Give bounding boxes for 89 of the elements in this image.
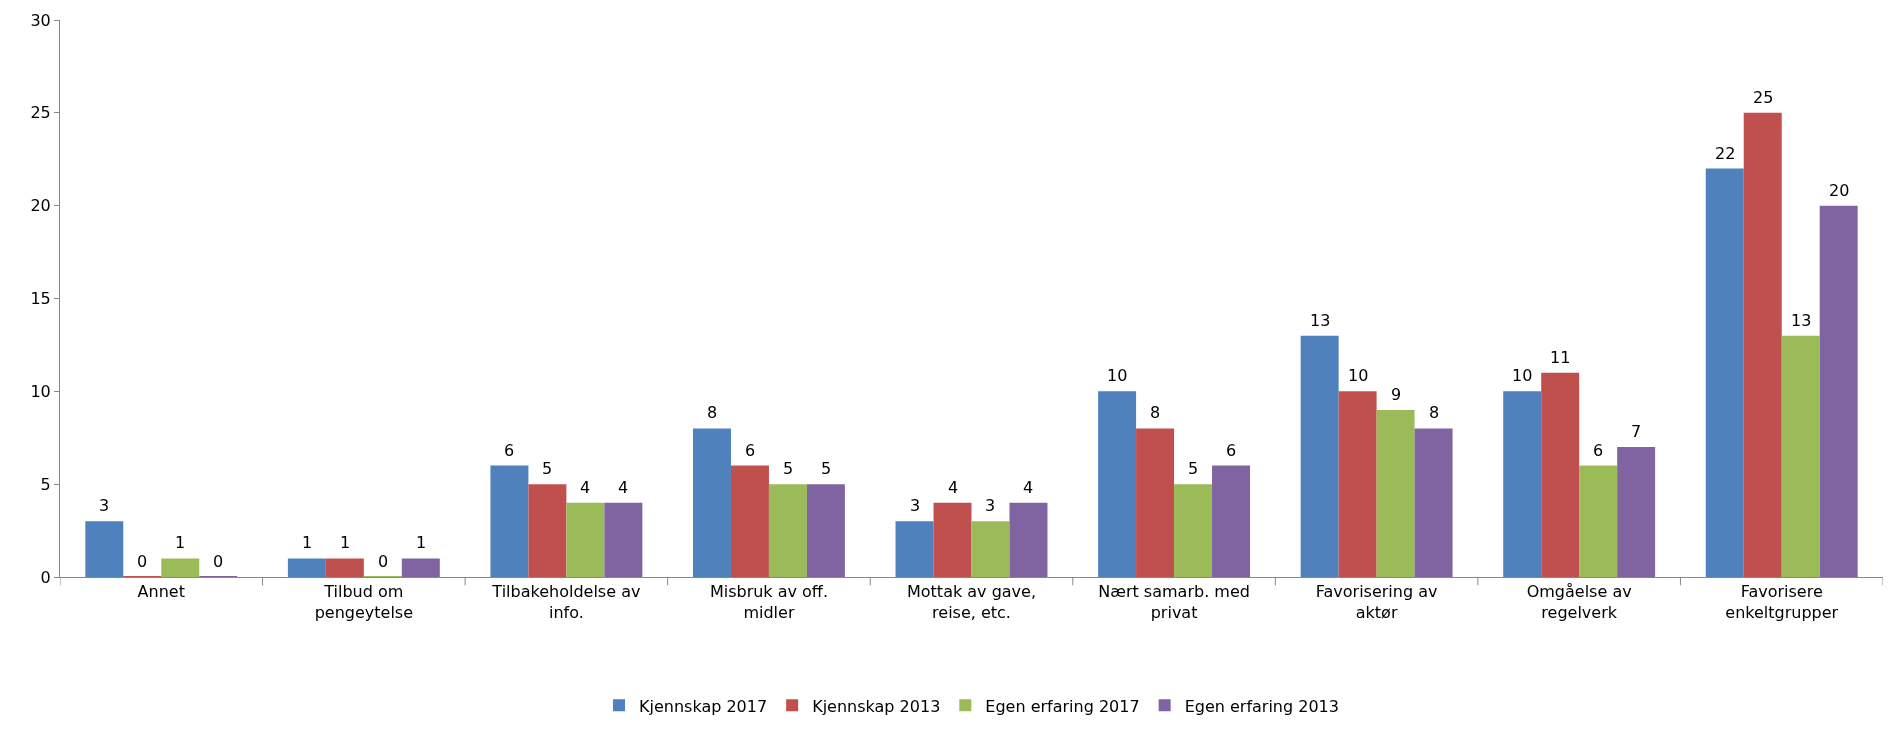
bar xyxy=(1376,409,1415,577)
legend-label: Egen erfaring 2017 xyxy=(985,696,1140,716)
bar xyxy=(490,465,529,577)
data-label: 6 xyxy=(1226,441,1237,460)
bar xyxy=(1338,391,1377,577)
bar xyxy=(1136,428,1175,577)
bar xyxy=(1212,465,1251,577)
data-label: 13 xyxy=(1791,311,1812,330)
y-tick-label: 0 xyxy=(40,567,51,587)
x-tick-label: Omgåelse av regelverk xyxy=(1526,582,1632,622)
data-label: 11 xyxy=(1550,348,1571,367)
legend-label: Egen erfaring 2013 xyxy=(1184,696,1339,716)
bar xyxy=(1098,391,1137,577)
bar xyxy=(971,521,1010,577)
data-label: 3 xyxy=(99,496,110,515)
bar xyxy=(1414,428,1453,577)
bar xyxy=(768,484,807,577)
y-tick-label: 25 xyxy=(30,103,51,123)
bar xyxy=(806,484,845,577)
bar xyxy=(85,521,124,577)
data-label: 8 xyxy=(1150,403,1161,422)
data-label: 8 xyxy=(1429,403,1440,422)
bar xyxy=(1617,447,1656,577)
bar xyxy=(1819,205,1858,577)
y-tick-label: 30 xyxy=(30,10,51,30)
data-label: 5 xyxy=(821,459,832,478)
x-tick-label: Favorisering av aktør xyxy=(1315,582,1438,622)
data-label: 1 xyxy=(175,533,186,552)
legend-label: Kjennskap 2013 xyxy=(812,696,941,716)
bar xyxy=(604,502,643,577)
data-label: 4 xyxy=(618,478,629,497)
data-label: 0 xyxy=(378,552,389,571)
bar xyxy=(325,558,364,577)
x-tick-label: Annet xyxy=(137,582,185,602)
data-label: 5 xyxy=(783,459,794,478)
data-label: 6 xyxy=(745,441,756,460)
bar xyxy=(933,502,972,577)
data-label: 3 xyxy=(910,496,921,515)
data-label: 9 xyxy=(1391,385,1402,404)
bar xyxy=(1009,502,1048,577)
data-label: 22 xyxy=(1715,144,1736,163)
bar xyxy=(287,558,326,577)
data-label: 10 xyxy=(1512,366,1533,385)
bar xyxy=(1300,335,1339,577)
y-tick-label: 15 xyxy=(30,289,51,309)
bar xyxy=(401,558,440,577)
data-label: 10 xyxy=(1107,366,1128,385)
data-label: 25 xyxy=(1753,88,1774,107)
bar xyxy=(1705,168,1744,577)
data-label: 3 xyxy=(985,496,996,515)
bar xyxy=(1503,391,1542,577)
data-label: 4 xyxy=(948,478,959,497)
legend-label: Kjennskap 2017 xyxy=(639,696,768,716)
y-tick-label: 10 xyxy=(30,381,51,401)
bar xyxy=(895,521,934,577)
data-label: 10 xyxy=(1348,366,1369,385)
data-label: 5 xyxy=(1188,459,1199,478)
y-tick-label: 20 xyxy=(30,196,51,216)
bar xyxy=(1174,484,1213,577)
bar xyxy=(692,428,731,577)
bar xyxy=(528,484,567,577)
x-tick-label: Favorisere enkeltgrupper xyxy=(1725,582,1839,622)
x-tick-label: Tilbud om pengeytelse xyxy=(314,582,414,622)
data-label: 1 xyxy=(302,533,313,552)
data-label: 0 xyxy=(213,552,224,571)
x-tick-label: Nært samarb. med privat xyxy=(1098,582,1250,622)
bar xyxy=(1743,112,1782,577)
x-tick-label: Mottak av gave, reise, etc. xyxy=(906,582,1037,622)
data-label: 8 xyxy=(707,403,718,422)
bar xyxy=(1781,335,1820,577)
data-label: 6 xyxy=(504,441,515,460)
data-label: 5 xyxy=(542,459,553,478)
data-label: 6 xyxy=(1593,441,1604,460)
bar xyxy=(566,502,605,577)
bar xyxy=(1541,372,1580,577)
data-label: 13 xyxy=(1310,311,1331,330)
bar xyxy=(730,465,769,577)
x-tick-label: Tilbakeholdelse av info. xyxy=(491,582,641,622)
data-label: 4 xyxy=(580,478,591,497)
x-tick-label: Misbruk av off. midler xyxy=(709,582,828,622)
data-label: 4 xyxy=(1023,478,1034,497)
data-label: 7 xyxy=(1631,422,1642,441)
data-label: 1 xyxy=(340,533,351,552)
bar xyxy=(1579,465,1618,577)
data-label: 0 xyxy=(137,552,148,571)
y-tick-label: 5 xyxy=(40,474,51,494)
bar xyxy=(161,558,200,577)
data-label: 1 xyxy=(416,533,427,552)
data-label: 20 xyxy=(1829,181,1850,200)
